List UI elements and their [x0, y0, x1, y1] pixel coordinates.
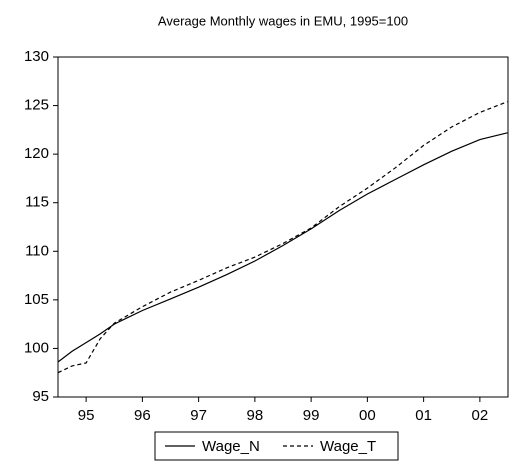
plot-frame — [57, 56, 509, 398]
legend-label: Wage_N — [202, 438, 260, 455]
x-tick-label: 02 — [472, 407, 489, 424]
y-tick-label: 95 — [32, 388, 49, 405]
x-tick-label: 95 — [78, 407, 95, 424]
x-tick-label: 01 — [415, 407, 432, 424]
y-tick-label: 100 — [24, 339, 49, 356]
line-series — [57, 101, 508, 374]
x-tick-label: 96 — [134, 407, 151, 424]
y-tick-label: 105 — [24, 291, 49, 308]
chart-title: Average Monthly wages in EMU, 1995=100 — [158, 13, 408, 28]
y-tick-label: 115 — [25, 194, 49, 211]
x-tick-label: 99 — [303, 407, 320, 424]
y-tick-label: 120 — [24, 145, 49, 162]
y-tick-label: 125 — [24, 97, 49, 114]
y-tick-label: 130 — [24, 48, 49, 65]
x-tick-label: 00 — [359, 407, 376, 424]
legend-box — [154, 431, 399, 461]
line-series — [57, 132, 508, 363]
legend-label: Wage_T — [320, 438, 376, 455]
x-tick-label: 97 — [190, 407, 207, 424]
x-tick-label: 98 — [247, 407, 264, 424]
y-tick-label: 110 — [25, 242, 49, 259]
